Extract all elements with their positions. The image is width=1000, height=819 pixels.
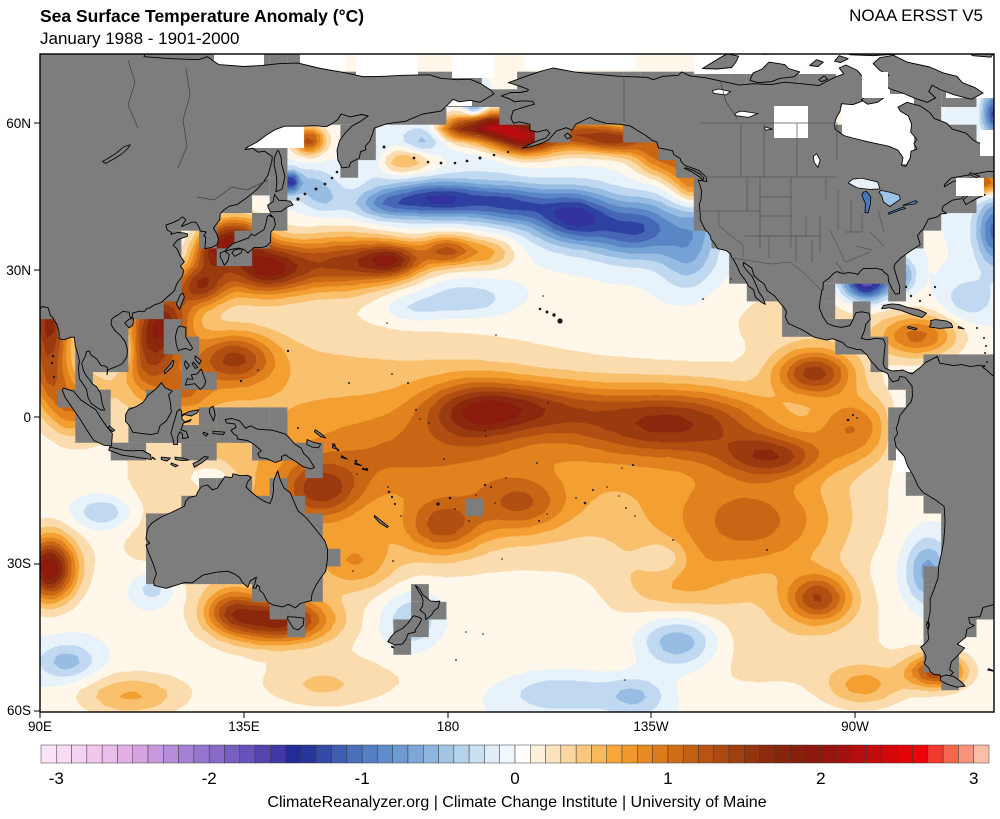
svg-text:-3: -3: [49, 769, 64, 788]
svg-text:NOAA ERSST V5: NOAA ERSST V5: [849, 6, 983, 25]
svg-text:-1: -1: [355, 769, 370, 788]
svg-text:January 1988 - 1901-2000: January 1988 - 1901-2000: [40, 29, 239, 48]
svg-text:3: 3: [969, 769, 978, 788]
svg-text:135W: 135W: [633, 719, 669, 734]
svg-text:0: 0: [510, 769, 519, 788]
svg-text:1: 1: [663, 769, 672, 788]
svg-text:180: 180: [437, 719, 460, 734]
svg-text:Sea Surface Temperature Anomal: Sea Surface Temperature Anomaly (°C): [40, 6, 364, 26]
svg-text:90W: 90W: [841, 719, 869, 734]
svg-text:135E: 135E: [228, 719, 260, 734]
svg-text:2: 2: [816, 769, 825, 788]
svg-text:60S: 60S: [7, 703, 31, 718]
svg-text:ClimateReanalyzer.org | Climat: ClimateReanalyzer.org | Climate Change I…: [267, 794, 766, 811]
svg-text:0: 0: [23, 410, 31, 425]
svg-text:30S: 30S: [7, 556, 31, 571]
svg-text:30N: 30N: [6, 263, 31, 278]
svg-text:60N: 60N: [6, 116, 31, 131]
svg-text:90E: 90E: [28, 719, 52, 734]
svg-text:-2: -2: [202, 769, 217, 788]
